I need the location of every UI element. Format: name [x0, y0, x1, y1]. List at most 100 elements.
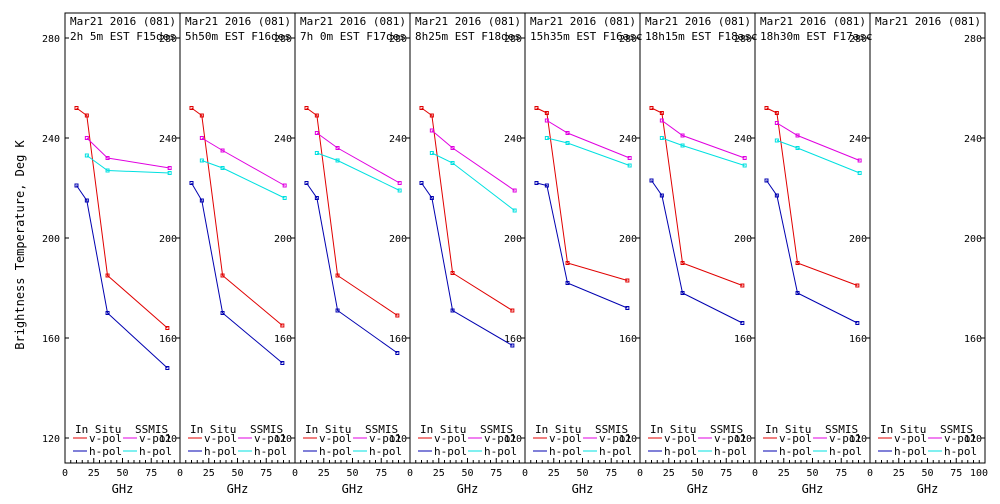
panel-title: Mar21 2016 (081) [300, 15, 406, 28]
series-line-insitu_v [421, 107, 513, 311]
y-tick-label: 120 [734, 434, 752, 445]
legend-label-ssmis_h: h-pol [829, 445, 862, 458]
data-point-insitu_v [335, 273, 340, 278]
data-point-ssmis_v [335, 146, 340, 150]
series-line-insitu_v [306, 107, 398, 316]
y-tick-label-left: 160 [42, 334, 60, 345]
panel-2: Mar21 2016 (081) 5h50m EST F16des 120 160 20… [177, 12, 296, 496]
data-point-insitu_h [84, 198, 89, 203]
legend-ssmis-title: SSMIS [940, 423, 973, 436]
data-point-insitu_v [419, 106, 424, 110]
series-line-ssmis_h [316, 152, 400, 191]
data-point-ssmis_h [795, 146, 800, 150]
series-line-insitu_v [76, 107, 168, 329]
panel-7: Mar21 2016 (081) 18h30m EST F17asc 120 160 2… [752, 12, 873, 496]
data-point-insitu_v [165, 326, 170, 330]
legend-ssmis-title: SSMIS [365, 423, 398, 436]
series-line-ssmis_h [546, 137, 630, 166]
legend-label-ssmis_h: h-pol [254, 445, 287, 458]
series-line-insitu_v [191, 107, 283, 326]
legend-label-ssmis_v: v-pol [484, 432, 517, 445]
data-point-ssmis_v [220, 148, 225, 153]
legend-insitu-title: In Situ [305, 423, 351, 436]
data-point-insitu_v [534, 106, 539, 110]
data-point-ssmis_h [199, 158, 204, 163]
data-point-ssmis_v [282, 183, 287, 188]
y-tick-label: 240 [274, 134, 292, 145]
y-tick-label: 280 [964, 34, 982, 45]
y-tick-label-left: 120 [42, 434, 60, 445]
legend-label-ssmis_v: v-pol [599, 432, 632, 445]
y-tick-label: 280 [159, 34, 177, 45]
legend-ssmis-title: SSMIS [480, 423, 513, 436]
data-point-insitu_h [774, 193, 779, 198]
panel-8: Mar21 2016 (081) 120 160 200 240 280 0 25 50 75 10… [867, 12, 988, 496]
x-axis-label: GHz [917, 482, 939, 496]
data-point-insitu_v [189, 106, 194, 110]
legend-insitu-title: In Situ [190, 423, 236, 436]
data-point-insitu_v [544, 111, 549, 115]
y-tick-label: 200 [159, 234, 177, 245]
data-point-ssmis_h [680, 143, 685, 148]
panel-1: Mar21 2016 (081) 2h 5m EST F15des 120 160 20… [42, 12, 181, 496]
data-point-insitu_v [740, 283, 745, 288]
x-tick-label: 0 [292, 468, 298, 479]
y-tick-label: 120 [964, 434, 982, 445]
series-line-ssmis_v [661, 120, 745, 159]
panel-title: Mar21 2016 (081) [645, 15, 751, 28]
y-tick-label: 280 [274, 34, 292, 45]
data-point-ssmis_v [84, 136, 89, 140]
data-point-insitu_h [280, 361, 285, 365]
data-point-ssmis_v [314, 131, 319, 135]
x-tick-label: 75 [145, 468, 157, 479]
legend-label-ssmis_h: h-pol [599, 445, 632, 458]
data-point-ssmis_h [512, 208, 517, 213]
y-tick-label: 160 [389, 334, 407, 345]
data-point-ssmis_h [167, 171, 172, 175]
x-tick-label: 75 [490, 468, 502, 479]
panel-title: Mar21 2016 (081) [875, 15, 981, 28]
series-line-ssmis_h [86, 155, 170, 174]
y-tick-label: 120 [389, 434, 407, 445]
x-tick-label: 25 [663, 468, 675, 479]
legend-insitu-title: In Situ [535, 423, 581, 436]
legend-label-insitu_h: h-pol [204, 445, 237, 458]
series-line-ssmis_v [431, 130, 515, 191]
data-point-ssmis_v [565, 131, 570, 135]
data-point-ssmis_h [397, 188, 402, 193]
data-point-insitu_v [625, 278, 630, 283]
series-line-ssmis_v [201, 137, 285, 186]
legend-label-insitu_h: h-pol [664, 445, 697, 458]
y-tick-label: 280 [849, 34, 867, 45]
y-tick-label: 200 [504, 234, 522, 245]
y-tick-label: 160 [964, 334, 982, 345]
y-tick-label: 160 [734, 334, 752, 345]
y-tick-label-left: 200 [42, 234, 60, 245]
data-point-insitu_h [680, 291, 685, 295]
x-tick-label: 75 [835, 468, 847, 479]
x-axis-label: GHz [802, 482, 824, 496]
data-point-insitu_v [304, 106, 309, 110]
series-line-ssmis_v [546, 120, 630, 159]
legend-label-insitu_h: h-pol [894, 445, 927, 458]
data-point-ssmis_h [659, 136, 664, 140]
legend-label-insitu_h: h-pol [89, 445, 122, 458]
data-point-ssmis_h [105, 168, 110, 173]
data-point-insitu_v [659, 111, 664, 115]
y-tick-label: 200 [619, 234, 637, 245]
legend-insitu-title: In Situ [880, 423, 926, 436]
legend-ssmis-title: SSMIS [710, 423, 743, 436]
y-tick-label: 120 [849, 434, 867, 445]
data-point-ssmis_v [742, 156, 747, 160]
data-point-ssmis_h [314, 151, 319, 155]
data-point-ssmis_h [627, 163, 632, 168]
data-point-ssmis_v [680, 133, 685, 138]
x-tick-label: 0 [522, 468, 528, 479]
series-line-ssmis_h [661, 137, 745, 166]
data-point-insitu_v [764, 106, 769, 110]
legend-label-ssmis_h: h-pol [369, 445, 402, 458]
data-point-insitu_v [680, 261, 685, 265]
data-point-ssmis_h [282, 196, 287, 200]
legend-insitu-title: In Situ [75, 423, 121, 436]
